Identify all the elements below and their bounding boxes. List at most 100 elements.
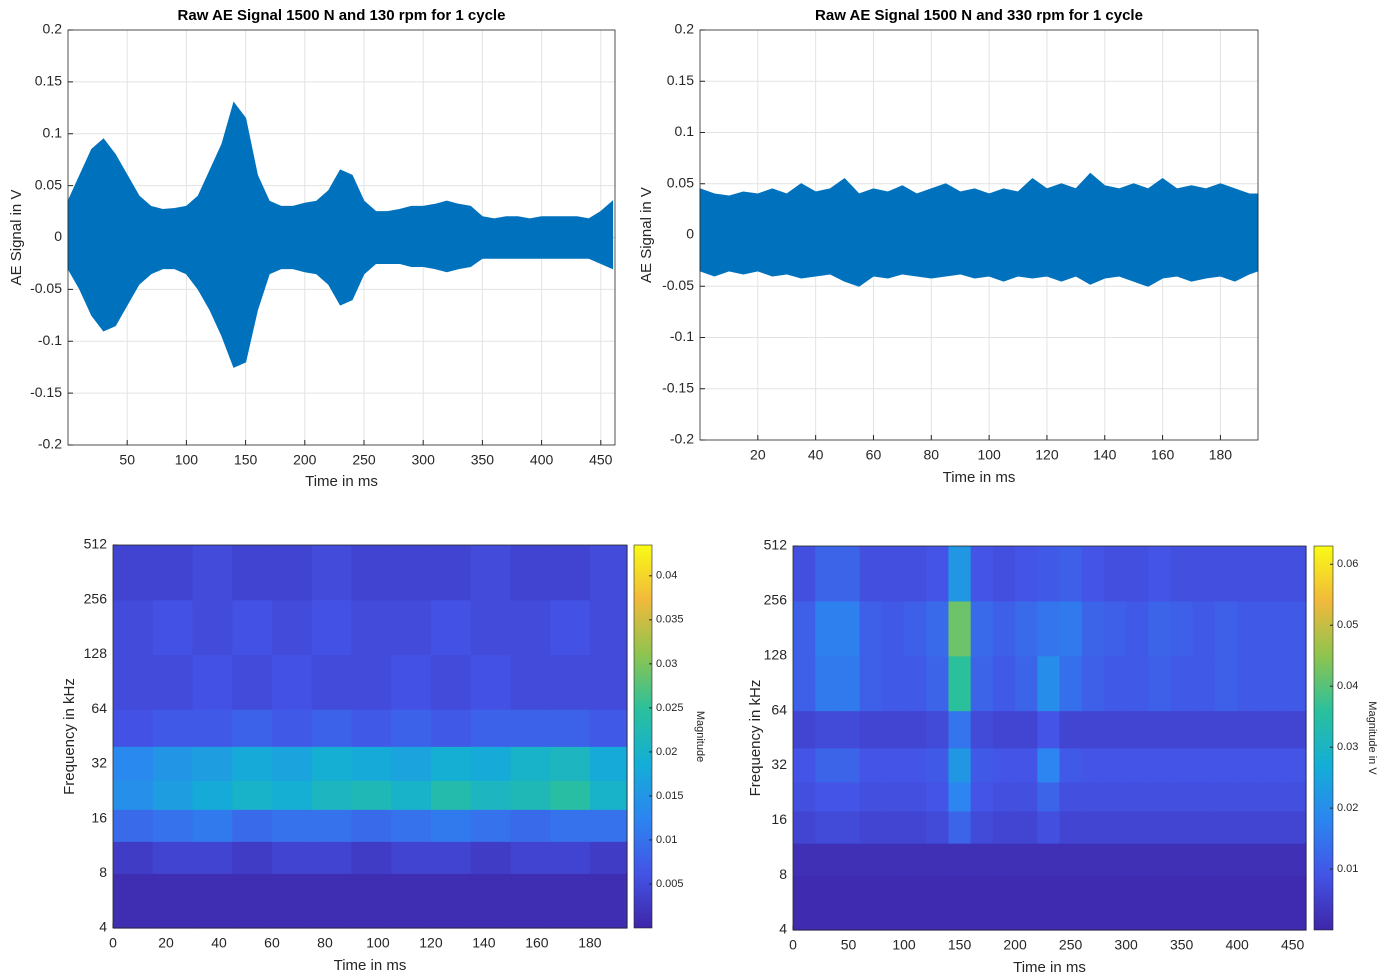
x-tick-label: 50 [841, 937, 857, 953]
heatmap-cell [815, 546, 839, 602]
x-tick-label: 100 [977, 447, 1001, 463]
y-tick-label: -0.05 [662, 277, 694, 293]
heatmap-cell [589, 809, 628, 842]
heatmap-cell [881, 747, 905, 783]
heatmap-cell [1081, 747, 1105, 783]
heatmap-cell [1148, 810, 1172, 844]
heatmap-cell [470, 545, 512, 601]
heatmap-cell [992, 655, 1016, 712]
heatmap-cell [793, 810, 816, 844]
heatmap-cell [1214, 747, 1238, 783]
y-tick-label: -0.15 [662, 379, 694, 395]
heatmap-cell [589, 841, 628, 874]
heatmap-cell [859, 875, 883, 931]
heatmap-cell [311, 841, 353, 874]
x-tick-label: 160 [525, 935, 549, 951]
heatmap-cell [1037, 710, 1061, 749]
y-axis-label: AE Signal in V [638, 187, 655, 283]
heatmap-cell [926, 781, 950, 812]
heatmap-cell [351, 654, 392, 710]
heatmap-cell [1281, 843, 1307, 876]
heatmap-cell [1148, 843, 1172, 876]
y-axis-label: Frequency in kHz [61, 678, 78, 795]
x-tick-label: 180 [578, 935, 602, 951]
y-axis-label: Frequency in kHz [747, 680, 764, 797]
y-tick-label: 32 [771, 756, 787, 772]
heatmap-cell [311, 809, 353, 842]
x-tick-label: 40 [808, 447, 824, 463]
heatmap-cell [837, 600, 861, 657]
heatmap-cell [793, 546, 816, 602]
heatmap-cell [1148, 655, 1172, 712]
x-tick-label: 300 [1114, 937, 1138, 953]
heatmap-cell [113, 654, 154, 710]
heatmap-cell [271, 545, 313, 601]
heatmap-cell [1148, 546, 1172, 602]
y-tick-label: 4 [779, 921, 787, 937]
colorbar-tick-label: 0.03 [656, 658, 677, 670]
y-tick-label: 0 [54, 228, 62, 244]
heatmap-cell [1037, 655, 1061, 712]
heatmap-cell [1148, 747, 1172, 783]
heatmap-cell [859, 810, 883, 844]
heatmap-cell [1170, 600, 1194, 657]
heatmap-cell [970, 546, 994, 602]
x-tick-label: 140 [472, 935, 496, 951]
heatmap-cell [1015, 875, 1038, 931]
heatmap-cell [430, 841, 472, 874]
heatmap-cell [232, 545, 273, 601]
heatmap-cell [192, 873, 233, 929]
heatmap-cell [904, 781, 927, 812]
heatmap-cell [311, 599, 353, 656]
heatmap-cell [970, 843, 994, 876]
heatmap-cell [1214, 875, 1238, 931]
heatmap-cell [1281, 781, 1307, 812]
heatmap-cell [992, 810, 1016, 844]
y-tick-label: 8 [779, 866, 787, 882]
heatmap-cell [1103, 600, 1127, 657]
x-tick-label: 120 [1035, 447, 1059, 463]
x-tick-label: 180 [1209, 447, 1233, 463]
heatmap-cell [271, 873, 313, 929]
x-tick-label: 60 [866, 447, 882, 463]
heatmap-cell [391, 809, 432, 842]
heatmap-cell [470, 873, 512, 929]
heatmap-cell [1081, 546, 1105, 602]
heatmap-cell [881, 810, 905, 844]
heatmap-cell [1103, 810, 1127, 844]
heatmap-cell [1126, 600, 1149, 657]
x-axis-label: Time in ms [305, 473, 378, 490]
y-tick-label: 512 [764, 537, 788, 553]
heatmap-cell [815, 655, 839, 712]
heatmap-cell [192, 709, 233, 747]
heatmap-cell [311, 709, 353, 747]
heatmap-cell [1037, 747, 1061, 783]
heatmap-cell [904, 747, 927, 783]
heatmap-cell [391, 873, 432, 929]
x-tick-label: 120 [419, 935, 443, 951]
y-tick-label: 0.05 [667, 174, 694, 190]
x-tick-label: 300 [412, 452, 436, 468]
heatmap-cell [1126, 810, 1149, 844]
heatmap-cell [1214, 781, 1238, 812]
heatmap-cell [470, 780, 512, 810]
x-tick-label: 450 [589, 452, 613, 468]
heatmap-cell [1281, 747, 1307, 783]
x-tick-label: 400 [530, 452, 554, 468]
heatmap-cell [1103, 546, 1127, 602]
heatmap-cell [113, 709, 154, 747]
heatmap-cell [992, 781, 1016, 812]
heatmap-cell [391, 545, 432, 601]
heatmap-cell [1259, 843, 1283, 876]
heatmap-cell [1103, 710, 1127, 749]
x-tick-label: 0 [789, 937, 797, 953]
heatmap-cell [470, 654, 512, 710]
heatmap-cell [152, 545, 194, 601]
heatmap-cell [1259, 747, 1283, 783]
heatmap-cell [1237, 600, 1260, 657]
heatmap-cell [992, 710, 1016, 749]
heatmap-cell [1259, 781, 1283, 812]
heatmap-cell [351, 780, 392, 810]
y-tick-label: 64 [771, 701, 787, 717]
